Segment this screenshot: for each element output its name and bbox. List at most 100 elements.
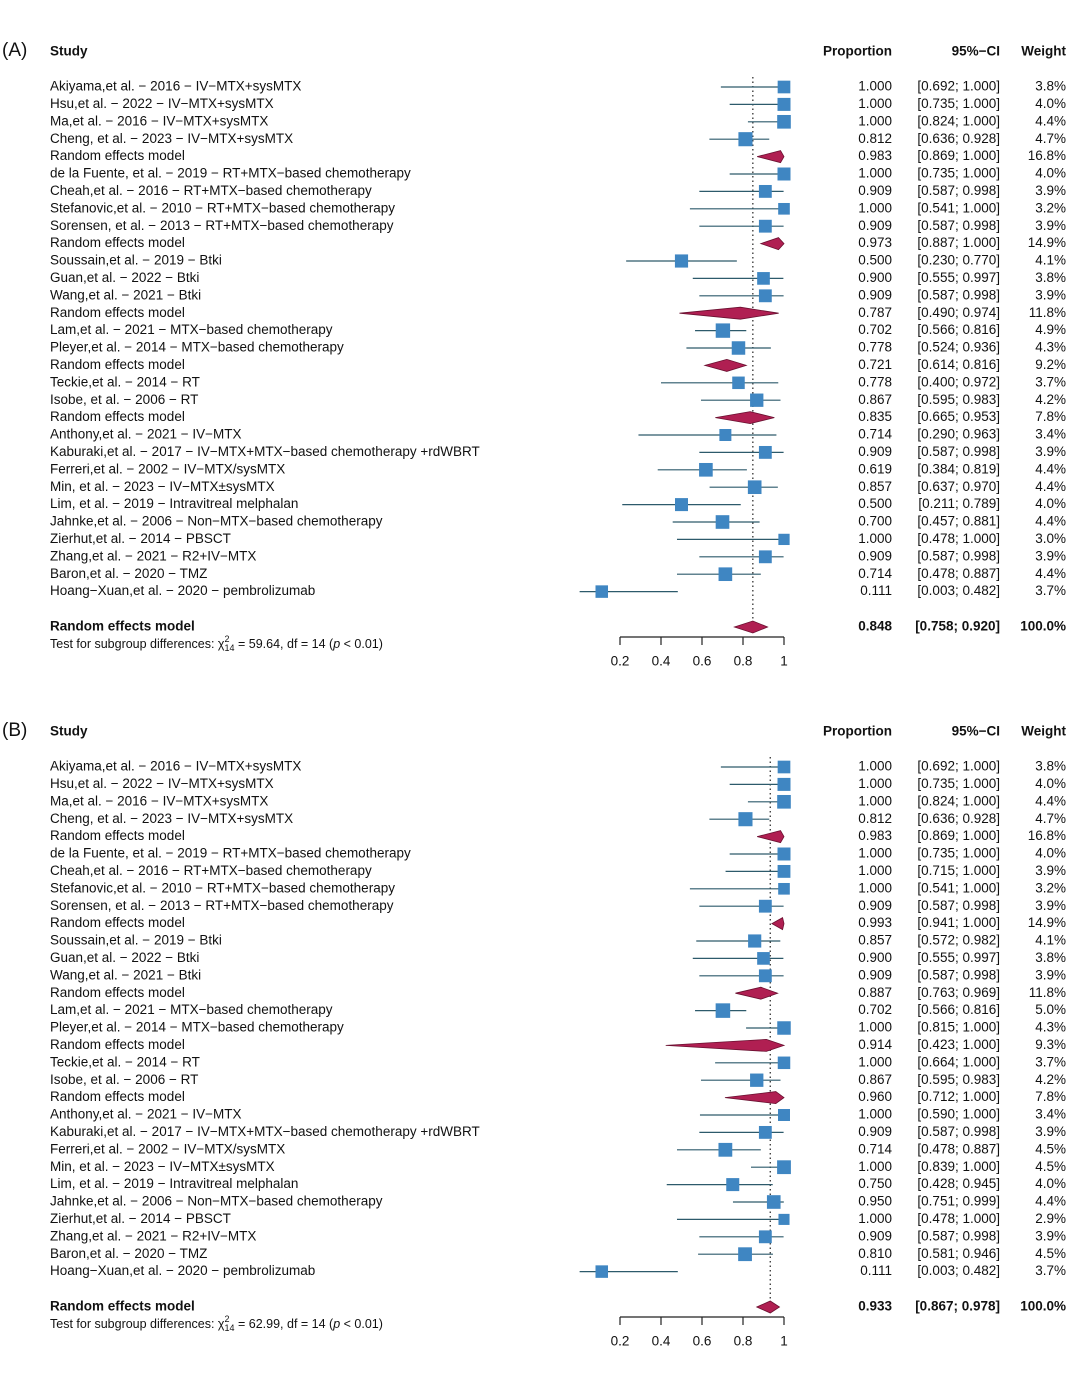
ci-label: [0.595; 0.983] bbox=[917, 1072, 1000, 1087]
study-square bbox=[719, 429, 732, 441]
ci-label: [0.692; 1.000] bbox=[917, 79, 1000, 94]
ci-label: [0.587; 0.998] bbox=[917, 218, 1000, 233]
proportion-label: 0.914 bbox=[858, 1037, 892, 1052]
ci-label: [0.003; 0.482] bbox=[917, 583, 1000, 598]
study-label: Anthony,et al. − 2021 − IV−MTX bbox=[50, 1107, 242, 1122]
test-sup: 2 bbox=[224, 1314, 229, 1324]
study-square bbox=[777, 114, 791, 129]
study-label: Hoang−Xuan,et al. − 2020 − pembrolizumab bbox=[50, 583, 315, 598]
proportion-label: 1.000 bbox=[858, 1054, 892, 1069]
test-sub: 14 bbox=[225, 1323, 235, 1333]
overall-ci: [0.758; 0.920] bbox=[915, 619, 1000, 634]
weight-label: 14.9% bbox=[1028, 915, 1066, 930]
header-weight: Weight bbox=[1021, 44, 1066, 59]
proportion-label: 0.909 bbox=[858, 183, 892, 198]
weight-label: 4.0% bbox=[1035, 496, 1066, 511]
proportion-label: 1.000 bbox=[858, 200, 892, 215]
proportion-label: 1.000 bbox=[858, 776, 892, 791]
subgroup-test: Test for subgroup differences: χ2 14 = 59… bbox=[50, 634, 383, 653]
proportion-label: 0.700 bbox=[858, 514, 892, 529]
study-label: Ferreri,et al. − 2002 − IV−MTX/sysMTX bbox=[50, 461, 285, 476]
study-square bbox=[715, 323, 731, 338]
ci-label: [0.587; 0.998] bbox=[917, 1124, 1000, 1139]
proportion-label: 0.909 bbox=[858, 444, 892, 459]
weight-label: 3.9% bbox=[1035, 967, 1066, 982]
proportion-label: 0.857 bbox=[858, 479, 892, 494]
study-square bbox=[777, 1056, 791, 1070]
study-label: Cheng, et al. − 2023 − IV−MTX+sysMTX bbox=[50, 131, 293, 146]
study-label: Stefanovic,et al. − 2010 − RT+MTX−based … bbox=[50, 200, 395, 215]
weight-label: 3.7% bbox=[1035, 1263, 1066, 1278]
subgroup-label: Random effects model bbox=[50, 148, 185, 163]
weight-label: 16.8% bbox=[1028, 828, 1066, 843]
weight-label: 4.1% bbox=[1035, 933, 1066, 948]
subgroup-label: Random effects model bbox=[50, 357, 185, 372]
subgroup-label: Random effects model bbox=[50, 1089, 185, 1104]
subgroup-label: Random effects model bbox=[50, 915, 185, 930]
study-square bbox=[758, 969, 772, 983]
weight-label: 4.4% bbox=[1035, 1194, 1066, 1209]
study-square bbox=[732, 376, 745, 390]
study-label: Hsu,et al. − 2022 − IV−MTX+sysMTX bbox=[50, 96, 274, 111]
study-square bbox=[777, 760, 791, 774]
proportion-label: 0.619 bbox=[858, 461, 892, 476]
proportion-label: 1.000 bbox=[858, 793, 892, 808]
study-label: Kaburaki,et al. − 2017 − IV−MTX+MTX−base… bbox=[50, 444, 480, 459]
ci-label: [0.428; 0.945] bbox=[917, 1176, 1000, 1191]
weight-label: 4.3% bbox=[1035, 340, 1066, 355]
study-label: Jahnke,et al. − 2006 − Non−MTX−based che… bbox=[50, 1194, 383, 1209]
proportion-label: 1.000 bbox=[858, 96, 892, 111]
ci-label: [0.887; 1.000] bbox=[917, 235, 1000, 250]
study-label: Stefanovic,et al. − 2010 − RT+MTX−based … bbox=[50, 880, 395, 895]
proportion-label: 0.778 bbox=[858, 340, 892, 355]
weight-label: 4.2% bbox=[1035, 392, 1066, 407]
x-tick-label: 0.4 bbox=[652, 654, 671, 669]
subgroup-label: Random effects model bbox=[50, 305, 185, 320]
overall-proportion: 0.933 bbox=[858, 1299, 892, 1314]
ci-label: [0.751; 0.999] bbox=[917, 1194, 1000, 1209]
study-square bbox=[718, 567, 733, 582]
study-label: Teckie,et al. − 2014 − RT bbox=[50, 374, 200, 389]
study-label: Sorensen, et al. − 2013 − RT+MTX−based c… bbox=[50, 218, 394, 233]
study-label: Pleyer,et al. − 2014 − MTX−based chemoth… bbox=[50, 1020, 344, 1035]
x-tick-label: 0.2 bbox=[611, 1334, 630, 1349]
study-square bbox=[777, 80, 791, 94]
subgroup-label: Random effects model bbox=[50, 409, 185, 424]
study-square bbox=[778, 1109, 790, 1121]
study-label: Zhang,et al. − 2021 − R2+IV−MTX bbox=[50, 548, 256, 563]
header-proportion: Proportion bbox=[823, 44, 892, 59]
weight-label: 5.0% bbox=[1035, 1002, 1066, 1017]
weight-label: 3.7% bbox=[1035, 583, 1066, 598]
study-label: Teckie,et al. − 2014 − RT bbox=[50, 1054, 200, 1069]
proportion-label: 1.000 bbox=[858, 846, 892, 861]
x-tick-label: 0.4 bbox=[652, 1334, 671, 1349]
x-tick-label: 0.6 bbox=[693, 1334, 712, 1349]
study-square bbox=[675, 498, 688, 512]
x-tick-label: 0.8 bbox=[734, 1334, 753, 1349]
ci-label: [0.478; 0.887] bbox=[917, 1141, 1000, 1156]
proportion-label: 0.960 bbox=[858, 1089, 892, 1104]
proportion-label: 1.000 bbox=[858, 1107, 892, 1122]
test-sub: 14 bbox=[225, 643, 235, 653]
proportion-label: 0.812 bbox=[858, 131, 892, 146]
ci-label: [0.587; 0.998] bbox=[917, 444, 1000, 459]
proportion-label: 0.867 bbox=[858, 1072, 892, 1087]
study-label: Isobe, et al. − 2006 − RT bbox=[50, 392, 198, 407]
study-label: Cheah,et al. − 2016 − RT+MTX−based chemo… bbox=[50, 183, 372, 198]
overall-label: Random effects model bbox=[50, 1299, 195, 1314]
study-square bbox=[778, 1213, 790, 1225]
weight-label: 3.7% bbox=[1035, 374, 1066, 389]
study-square bbox=[750, 393, 764, 407]
weight-label: 4.7% bbox=[1035, 131, 1066, 146]
test-prefix: Test for subgroup differences: bbox=[50, 637, 218, 651]
test-p: p bbox=[332, 637, 340, 651]
study-square bbox=[777, 847, 791, 861]
pooled-diamond bbox=[703, 358, 748, 372]
proportion-label: 0.909 bbox=[858, 898, 892, 913]
ci-label: [0.763; 0.969] bbox=[917, 985, 1000, 1000]
proportion-label: 1.000 bbox=[858, 113, 892, 128]
ci-label: [0.637; 0.970] bbox=[917, 479, 1000, 494]
weight-label: 3.9% bbox=[1035, 898, 1066, 913]
overall-ci: [0.867; 0.978] bbox=[915, 1299, 1000, 1314]
